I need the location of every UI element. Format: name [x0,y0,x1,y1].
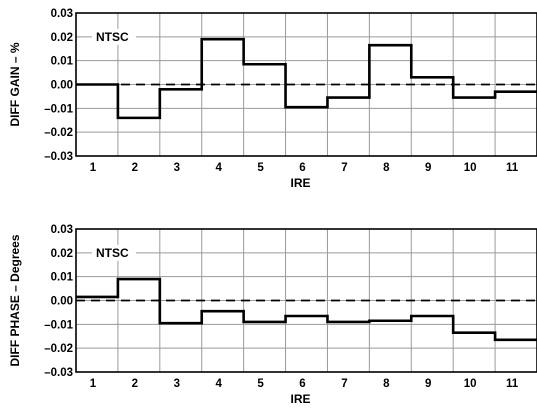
diff-gain-x-tick-label: 11 [506,162,519,174]
diff-phase-annotation: NTSC [96,246,129,260]
diff-phase-x-tick-label: 2 [132,378,138,390]
diff-gain-x-tick-label: 1 [90,162,97,174]
diff-phase-x-tick-label: 1 [90,378,97,390]
diff-phase-y-tick-label: –0.02 [44,343,73,355]
diff-gain-x-tick-label: 8 [383,162,390,174]
diff-phase-plot-frame [75,228,537,373]
diff-gain-y-tick-label: 0.00 [51,80,73,92]
diff-phase-y-tick-label: –0.01 [44,319,73,331]
diff-phase-y-axis-label: DIFF PHASE – Degrees [8,234,22,366]
diff-gain-y-tick-label: –0.02 [44,127,73,139]
diff-gain-x-axis-label: IRE [290,176,310,190]
diff-phase-y-ticks: 0.03 0.02 0.01 0.00 –0.01 –0.02 –0.03 [44,224,73,379]
diff-gain-y-tick-label: –0.03 [44,151,73,163]
diff-phase-x-tick-label: 5 [257,378,264,390]
diff-gain-x-ticks: 1 2 3 4 5 6 7 8 9 10 11 [90,162,519,174]
diff-phase-x-axis-label: IRE [290,392,310,406]
diff-phase-x-tick-label: 6 [299,378,305,390]
diff-gain-x-tick-label: 6 [299,162,305,174]
diff-gain-y-tick-label: 0.01 [51,56,74,68]
diff-phase-x-tick-label: 10 [464,378,477,390]
diff-phase-x-tick-label: 3 [174,378,180,390]
diff-gain-x-tick-label: 9 [425,162,431,174]
diff-gain-annotation-bg [92,28,136,45]
diff-gain-x-tick-label: 4 [215,162,222,174]
diff-phase-x-tick-label: 8 [383,378,390,390]
diff-phase-y-tick-label: 0.03 [51,224,73,236]
diff-phase-x-tick-label: 11 [506,378,519,390]
diff-phase-x-ticks: 1 2 3 4 5 6 7 8 9 10 11 [90,378,519,390]
diff-gain-y-axis-label: DIFF GAIN – % [8,42,22,126]
diff-gain-x-tick-label: 3 [174,162,180,174]
diff-phase-series-line [76,277,537,342]
diff-gain-chart: 0.03 0.02 0.01 0.00 –0.01 –0.02 –0.03 1 2 3 4 5 6 7 8… [8,8,537,190]
diff-phase-y-tick-label: 0.02 [51,248,73,260]
diff-gain-annotation: NTSC [96,30,129,44]
diff-gain-y-ticks: 0.03 0.02 0.01 0.00 –0.01 –0.02 –0.03 [44,8,73,163]
diff-phase-annotation-bg [92,244,136,261]
diff-gain-series-line [76,37,537,120]
diff-phase-x-tick-label: 9 [425,378,431,390]
diff-gain-y-tick-label: 0.02 [51,32,73,44]
diff-phase-chart: 0.03 0.02 0.01 0.00 –0.01 –0.02 –0.03 1 2 3 4 5 6 7 8… [8,224,537,406]
diff-gain-x-tick-label: 5 [257,162,264,174]
diff-gain-x-tick-label: 2 [132,162,138,174]
diff-phase-y-tick-label: –0.03 [44,367,73,379]
diff-gain-x-tick-label: 7 [341,162,347,174]
diff-gain-x-tick-label: 10 [464,162,477,174]
diff-gain-y-tick-label: –0.01 [44,103,73,115]
diff-phase-grid [76,229,537,372]
diff-phase-y-tick-label: 0.01 [51,272,74,284]
diff-phase-x-tick-label: 4 [215,378,222,390]
diff-phase-x-tick-label: 7 [341,378,347,390]
diff-gain-y-tick-label: 0.03 [51,8,73,20]
diff-phase-y-tick-label: 0.00 [51,296,73,308]
